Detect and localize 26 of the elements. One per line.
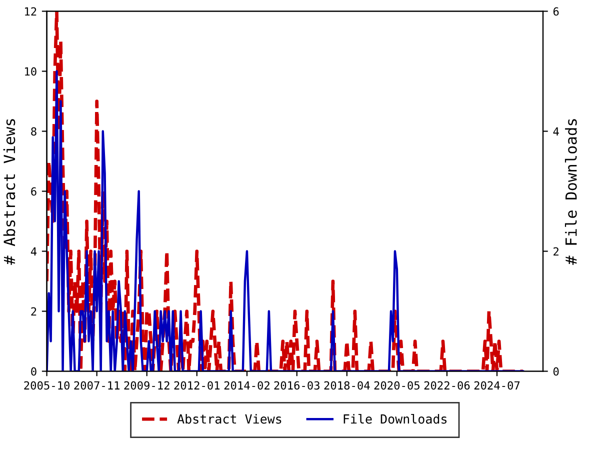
x-tick-label: 2012-01: [174, 381, 220, 390]
y2-tick-label: 4: [553, 127, 559, 136]
legend-label: Abstract Views: [177, 414, 282, 424]
y-tick-label: 0: [31, 367, 36, 376]
x-tick-label: 2018-04: [324, 381, 370, 390]
y-tick-label: 4: [30, 247, 37, 256]
x-tick-label: 2005-10: [24, 381, 70, 390]
x-tick-label: 2024-07: [474, 381, 520, 390]
line-series: [46, 70, 524, 372]
x-tick-label: 2014-02: [224, 381, 270, 390]
y2-tick-label: 6: [553, 7, 559, 16]
y-tick-label: 2: [31, 307, 36, 316]
x-tick-label: 2007-11: [74, 381, 120, 390]
y-axis-title: # Abstract Views: [3, 119, 16, 265]
y2-axis-title: # File Downloads: [564, 119, 577, 265]
y-tick-label: 12: [25, 7, 36, 16]
y-tick-label: 6: [31, 187, 36, 196]
y2-tick-label: 0: [553, 367, 559, 376]
y-tick-label: 10: [25, 67, 36, 76]
x-tick-label: 2020-05: [374, 381, 420, 390]
x-tick-label: 2022-06: [424, 381, 470, 390]
legend-label: File Downloads: [344, 414, 447, 424]
x-tick-label: 2009-12: [124, 381, 170, 390]
x-tick-label: 2016-03: [274, 381, 320, 390]
y-tick-label: 8: [31, 127, 36, 136]
y2-tick-label: 2: [554, 247, 558, 256]
